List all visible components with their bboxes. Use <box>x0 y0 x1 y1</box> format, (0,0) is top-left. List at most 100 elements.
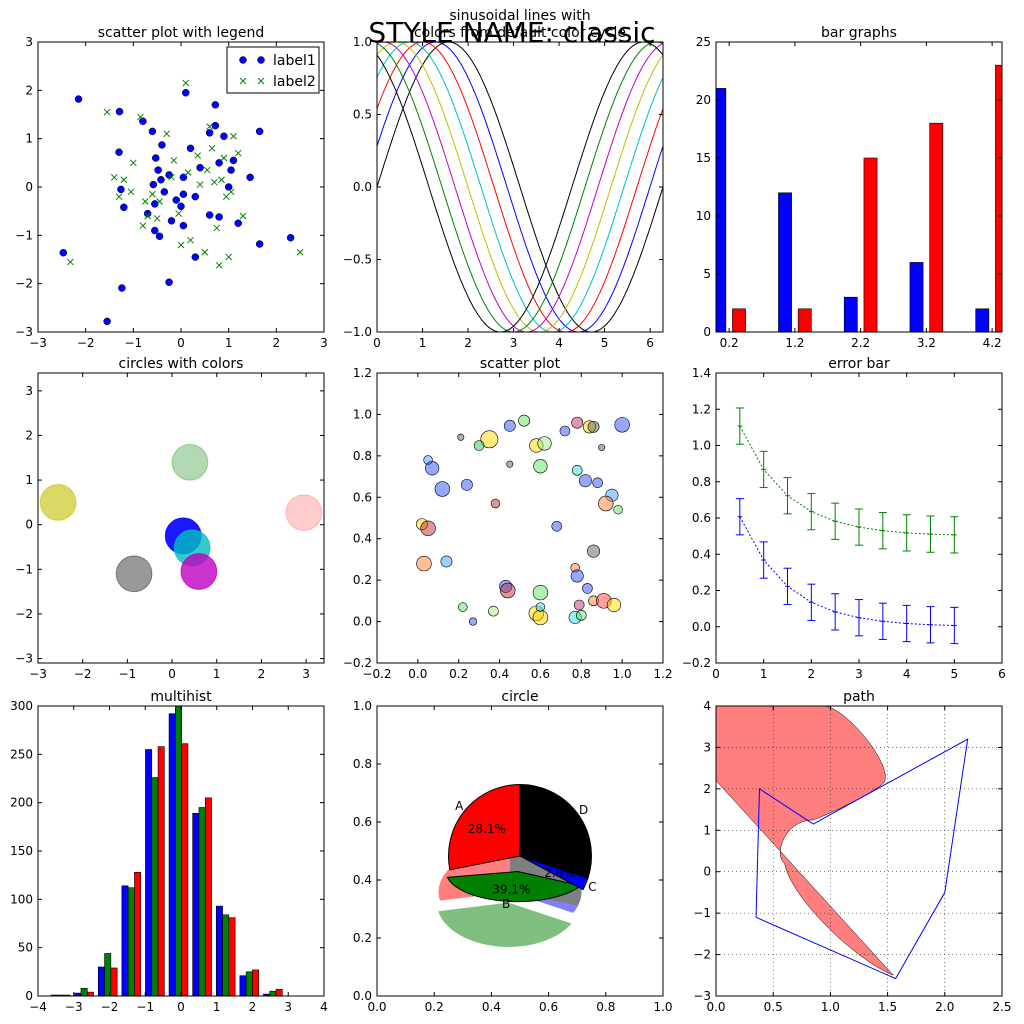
x-tick-label: 1 <box>419 336 427 350</box>
bar <box>778 192 792 332</box>
bar <box>732 308 746 332</box>
x-tick-label: −3 <box>29 336 47 350</box>
panel-title: multihist <box>150 689 212 705</box>
scatter-point-label1 <box>205 211 214 219</box>
panel-4: −0.2 0.0 0.2 0.4 0.6 0.8 1.0 1.2 −0.2 0.0 0.2 0.4 0.… <box>343 356 673 681</box>
y-tick-label: 0.0 <box>692 620 711 634</box>
scatter-point-label1 <box>179 173 188 182</box>
y-tick-label: 0.2 <box>353 931 372 945</box>
panel-8: 0.0 0.5 1.0 1.5 2.0 2.5 −3 −2 −1 0 1 2 3 4 path <box>693 689 1011 1014</box>
hist-bar <box>157 746 165 996</box>
y-tick-label: 1.0 <box>353 35 372 49</box>
scatter-bubble <box>592 477 603 489</box>
scatter-point-label1 <box>172 196 180 204</box>
hist-bar <box>80 987 88 996</box>
scatter-point-label1 <box>120 203 128 212</box>
plot-area <box>416 414 630 626</box>
scatter-point-label1 <box>211 101 220 109</box>
y-tick-label: 0.5 <box>353 108 372 122</box>
scatter-point-label1 <box>155 232 164 241</box>
pie-label: B <box>502 897 510 911</box>
y-tick-label: 10 <box>696 209 711 223</box>
x-tick-label: 2.0 <box>935 1000 954 1014</box>
y-tick-label: 1.2 <box>692 402 711 416</box>
x-tick-label: 1.5 <box>878 1000 897 1014</box>
y-tick-label: 0.8 <box>353 757 372 771</box>
scatter-bubble <box>575 610 587 621</box>
x-tick-label: −1 <box>124 336 142 350</box>
scatter-bubble <box>480 430 499 449</box>
scatter-point-label2 <box>194 152 202 159</box>
scatter-point-label2 <box>196 181 204 188</box>
panel-title: scatter plot with legend <box>98 25 265 41</box>
hist-bar <box>181 743 189 996</box>
x-tick-label: 2.2 <box>851 336 870 350</box>
scatter-point-label2 <box>215 261 223 269</box>
hist-bar <box>86 991 94 996</box>
y-tick-label: −3 <box>15 652 33 666</box>
hist-bar <box>198 807 206 996</box>
x-tick-label: 3 <box>320 336 328 350</box>
scatter-point-label1 <box>177 202 185 211</box>
y-tick-label: 100 <box>10 892 33 906</box>
y-tick-label: −2 <box>693 948 711 962</box>
x-tick-label: 0.2 <box>720 336 739 350</box>
x-tick-label: 2 <box>464 336 472 350</box>
x-tick-label: 4.2 <box>983 336 1002 350</box>
scatter-point-label2 <box>153 215 161 222</box>
scatter-point-label2 <box>127 188 135 196</box>
y-tick-label: 1.0 <box>692 439 711 453</box>
scatter-bubble <box>614 417 630 433</box>
scatter-point-label1 <box>215 213 223 221</box>
y-tick-label: 0 <box>703 865 711 879</box>
y-tick-label: 0.4 <box>692 547 711 561</box>
y-tick-label: −2 <box>15 607 33 621</box>
y-tick-label: −1 <box>15 228 33 242</box>
y-tick-label: −0.5 <box>343 253 372 267</box>
scatter-bubble <box>532 609 549 626</box>
hist-bar <box>104 953 112 996</box>
plot-area <box>716 64 1002 332</box>
y-tick-label: 0.8 <box>353 449 372 463</box>
errorbar-line <box>739 516 955 626</box>
x-tick-label: 0 <box>712 667 720 681</box>
scatter-point-label2 <box>170 157 178 164</box>
scatter-bubble <box>490 498 501 509</box>
x-tick-label: 0.0 <box>706 1000 725 1014</box>
hist-bar <box>269 990 277 996</box>
x-tick-label: 0.2 <box>449 667 468 681</box>
scatter-bubble <box>606 597 622 613</box>
panel-title: sinusoidal lines with <box>449 8 590 24</box>
panel-title: circle <box>501 689 538 705</box>
bar <box>929 122 944 332</box>
y-tick-label: 0.2 <box>692 584 711 598</box>
x-tick-label: 4 <box>903 667 911 681</box>
hist-bar <box>239 975 247 996</box>
pie-label: C <box>588 880 596 894</box>
bar <box>797 308 812 332</box>
scatter-bubble <box>434 481 451 497</box>
panel-6: −4 −3 −2 −1 0 1 2 3 4 0 50 100 150 200 250 300 multihist <box>10 689 328 1014</box>
scatter-point-label1 <box>103 317 111 326</box>
x-tick-label: −1 <box>119 667 137 681</box>
x-tick-label: −3 <box>65 1000 83 1014</box>
scatter-point-label2 <box>227 188 235 196</box>
y-tick-label: 0.6 <box>353 490 372 504</box>
scatter-point-label2 <box>177 241 185 249</box>
axes-frame <box>376 372 664 664</box>
y-tick-label: 2 <box>25 83 33 97</box>
y-tick-label: 1 <box>25 473 33 487</box>
y-tick-label: 5 <box>703 267 711 281</box>
scatter-point-label2 <box>144 212 151 220</box>
sine-line <box>377 42 663 332</box>
y-tick-label: −3 <box>15 325 33 339</box>
scatter-point-label2 <box>201 248 209 256</box>
hist-bar <box>192 812 200 996</box>
axes-frame <box>37 372 325 664</box>
axes-frame <box>376 41 664 333</box>
hist-bar <box>222 914 230 996</box>
axes-frame <box>715 372 1003 664</box>
scatter-point-label1 <box>286 234 295 242</box>
x-tick-label: 4 <box>320 1000 328 1014</box>
scatter-bubble <box>518 414 530 427</box>
